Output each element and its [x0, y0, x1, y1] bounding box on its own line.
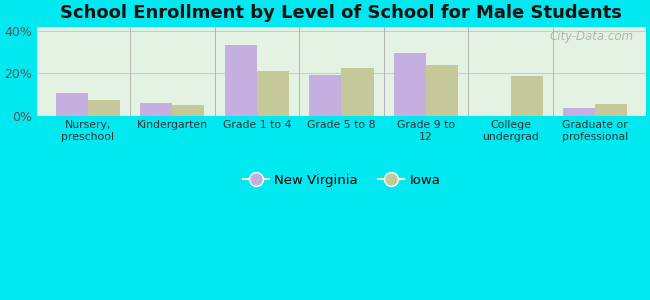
Title: School Enrollment by Level of School for Male Students: School Enrollment by Level of School for… — [60, 4, 622, 22]
Bar — [426, 65, 458, 116]
Bar — [257, 71, 289, 116]
Bar — [595, 104, 627, 116]
Bar — [563, 108, 595, 116]
Bar — [172, 105, 204, 116]
Bar — [309, 75, 341, 116]
Text: City-Data.com: City-Data.com — [549, 30, 634, 43]
Legend: New Virginia, Iowa: New Virginia, Iowa — [237, 169, 445, 192]
Bar — [510, 76, 543, 116]
Bar — [55, 93, 88, 116]
Bar — [88, 100, 120, 116]
Bar — [394, 53, 426, 116]
Bar — [341, 68, 374, 116]
Bar — [140, 103, 172, 116]
Bar — [225, 44, 257, 116]
